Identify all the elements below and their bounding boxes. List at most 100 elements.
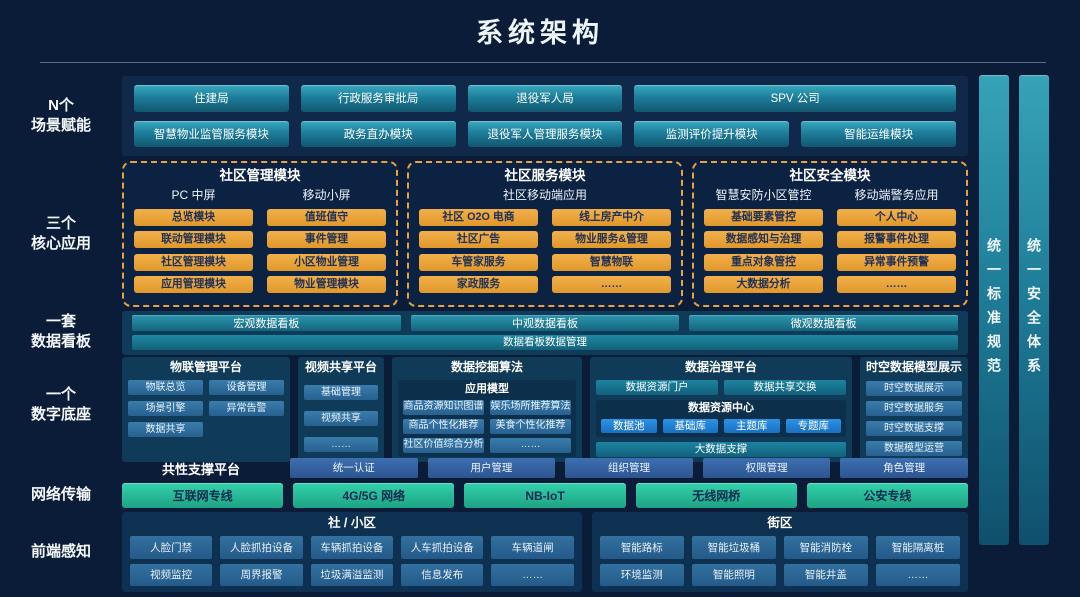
module-box: 车管家服务 <box>419 253 538 271</box>
governance-top-list: 数据资源门户 数据共享交换 <box>596 380 846 395</box>
scenario-box: 行政服务审批局 <box>300 85 456 112</box>
platform-box: 数据共享 <box>128 422 203 437</box>
section-perception: 前端感知 社 / 小区 人脸门禁 人脸抓拍设备 车辆抓拍设备 人车抓拍设备 车辆道闸 视频… <box>0 512 968 592</box>
label-perception: 前端感知 <box>30 542 91 560</box>
common-support-label: 共性支撑平台 <box>161 461 240 477</box>
scenario-box: SPV 公司 <box>634 85 956 112</box>
device-box: …… <box>875 563 960 586</box>
platform-box: 物联总览 <box>128 380 203 395</box>
title-divider <box>40 62 1046 63</box>
span-header: 社区移动端应用 <box>502 188 587 202</box>
module-box: 大数据分析 <box>704 275 823 293</box>
street-device-list: 智能路标 智能垃圾桶 智能消防栓 智能隔离桩 环境监测 智能照明 智能井盖 …… <box>599 536 960 586</box>
unified-security-bar: 统一安全体系 <box>1019 75 1049 545</box>
dashboard-management-bar: 数据看板数据管理 <box>132 335 958 350</box>
panel-title: 数据挖掘算法 <box>450 360 523 374</box>
mining-item-list: 商品资源知识图谱 娱乐场所推荐算法 商品个性化推荐 美食个性化推荐 社区价值综合分析 …… <box>403 400 571 453</box>
device-box: 垃圾满溢监测 <box>310 563 394 586</box>
iot-platform-panel: 物联管理平台 物联总览 设备管理 场景引擎 异常告警 数据共享 <box>122 357 290 462</box>
network-list: 互联网专线 4G/5G 网络 NB-IoT 无线网桥 公安专线 <box>122 483 969 508</box>
platform-box: 娱乐场所推荐算法 <box>490 400 571 415</box>
platform-box: 时空数据展示 <box>866 381 962 396</box>
device-box: …… <box>491 563 574 586</box>
common-support-box: 统一认证 <box>290 458 418 478</box>
core-panel-title: 社区管理模块 <box>219 168 301 183</box>
platform-box: 设备管理 <box>209 380 284 395</box>
mining-platform-panel: 数据挖掘算法 应用模型 商品资源知识图谱 娱乐场所推荐算法 商品个性化推荐 美食个性化… <box>392 357 582 462</box>
common-support-box: 用户管理 <box>427 458 556 478</box>
scenario-box: 智慧物业监管服务模块 <box>134 120 289 147</box>
panel-title: 视频共享平台 <box>304 360 377 374</box>
panel-title: 物联管理平台 <box>169 360 242 374</box>
spatiotemporal-panel: 时空数据模型展示 时空数据展示 时空数据服务 时空数据支撑 数据模型运营 <box>860 357 968 462</box>
device-box: 环境监测 <box>599 563 684 586</box>
platform-box: 美食个性化推荐 <box>490 419 571 434</box>
governance-box: 数据共享交换 <box>724 380 846 395</box>
section-common-support: 共性支撑平台 统一认证 用户管理 组织管理 权限管理 角色管理 <box>0 457 968 479</box>
module-box: 社区 O2O 电商 <box>419 209 538 227</box>
module-box: 物业服务&管理 <box>552 231 671 249</box>
module-box: 应用管理模块 <box>134 275 253 293</box>
network-box: 4G/5G 网络 <box>293 483 455 508</box>
device-box: 智能井盖 <box>783 563 868 586</box>
platform-box: 异常告警 <box>209 401 284 416</box>
label-core-apps: 三个 核心应用 <box>30 214 91 252</box>
dashboard-panel: 宏观数据看板 中观数据看板 微观数据看板 数据看板数据管理 <box>122 311 968 355</box>
column-header: 智慧安防小区管控 <box>715 188 812 202</box>
network-box: 无线网桥 <box>635 483 797 508</box>
module-list: 线上房产中介 物业服务&管理 智慧物联 …… <box>552 204 671 298</box>
core-panel-service: 社区服务模块 社区移动端应用 社区 O2O 电商 社区广告 车管家服务 家政服务 线上… <box>407 161 683 307</box>
platform-box: 视频共享 <box>304 411 378 426</box>
community-devices-panel: 社 / 小区 人脸门禁 人脸抓拍设备 车辆抓拍设备 人车抓拍设备 车辆道闸 视频监控 周界报… <box>122 512 582 592</box>
platform-box: 商品资源知识图谱 <box>403 400 484 415</box>
board-box: 宏观数据看板 <box>132 315 401 331</box>
platform-box: …… <box>304 437 378 452</box>
device-box: 人车抓拍设备 <box>401 536 484 559</box>
device-box: 智能照明 <box>691 563 776 586</box>
section-dashboard: 一套 数据看板 宏观数据看板 中观数据看板 微观数据看板 数据看板数据管理 <box>0 311 968 355</box>
model-header: 应用模型 <box>465 383 509 395</box>
section-digital-base: 一个 数字底座 物联管理平台 物联总览 设备管理 场景引擎 异常告警 数据共享 视频共享… <box>0 357 968 462</box>
database-box: 数据池 <box>601 419 657 433</box>
platform-box: 场景引擎 <box>128 401 203 416</box>
module-box: 社区管理模块 <box>134 253 253 271</box>
column-header: 移动小屏 <box>302 188 351 202</box>
device-box: 车辆抓拍设备 <box>310 536 394 559</box>
module-box: 数据感知与治理 <box>704 231 823 249</box>
data-resource-center: 数据资源中心 数据池 基础库 主题库 专题库 <box>596 400 846 437</box>
module-box: 物业管理模块 <box>267 275 386 293</box>
device-box: 人脸门禁 <box>130 536 213 559</box>
network-box: NB-IoT <box>464 483 626 508</box>
database-box: 专题库 <box>785 419 841 433</box>
core-panel-management: 社区管理模块 PC 中屏 总览模块 联动管理模块 社区管理模块 应用管理模块 移动小屏… <box>122 161 398 307</box>
scenario-row1: 住建局 行政服务审批局 退役军人局 SPV 公司 <box>134 85 956 112</box>
board-box: 中观数据看板 <box>410 315 680 331</box>
core-panel-title: 社区服务模块 <box>504 168 586 183</box>
bigdata-support-bar: 大数据支撑 <box>596 442 846 457</box>
module-list: 值班值守 事件管理 小区物业管理 物业管理模块 <box>267 204 386 298</box>
bar-label: 统一标准规范 <box>986 238 1002 382</box>
unified-standard-bar: 统一标准规范 <box>979 75 1009 545</box>
common-support-list: 统一认证 用户管理 组织管理 权限管理 角色管理 <box>290 458 968 478</box>
section-core-apps: 三个 核心应用 社区管理模块 PC 中屏 总览模块 联动管理模块 社区管理模块 应用管… <box>0 161 968 307</box>
panel-title: 街区 <box>767 516 793 530</box>
module-list: 个人中心 报警事件处理 异常事件预警 …… <box>837 204 956 298</box>
module-box: 线上房产中介 <box>552 209 671 227</box>
device-box: 智能消防栓 <box>783 536 868 559</box>
scenario-box: 退役军人局 <box>467 85 623 112</box>
database-list: 数据池 基础库 主题库 专题库 <box>601 419 841 433</box>
iot-item-list: 物联总览 设备管理 场景引擎 异常告警 数据共享 <box>128 380 284 437</box>
platform-box: 社区价值综合分析 <box>403 438 484 453</box>
label-digital-base: 一个 数字底座 <box>30 385 91 423</box>
core-panel-security: 社区安全模块 智慧安防小区管控 基础要素管控 数据感知与治理 重点对象管控 大数据分析… <box>692 161 968 307</box>
column-header: 移动端警务应用 <box>854 188 939 202</box>
device-box: 周界报警 <box>220 563 303 586</box>
platform-box: 商品个性化推荐 <box>403 419 484 434</box>
module-box: 事件管理 <box>267 231 386 249</box>
panel-title: 时空数据模型展示 <box>866 360 962 374</box>
module-box: 总览模块 <box>134 209 253 227</box>
scenario-box: 智能运维模块 <box>801 120 956 147</box>
scenario-panel: 住建局 行政服务审批局 退役军人局 SPV 公司 智慧物业监管服务模块 政务直办模块 退役… <box>122 76 968 156</box>
board-list: 宏观数据看板 中观数据看板 微观数据看板 <box>132 315 958 331</box>
video-platform-panel: 视频共享平台 基础管理 视频共享 …… <box>298 357 384 462</box>
